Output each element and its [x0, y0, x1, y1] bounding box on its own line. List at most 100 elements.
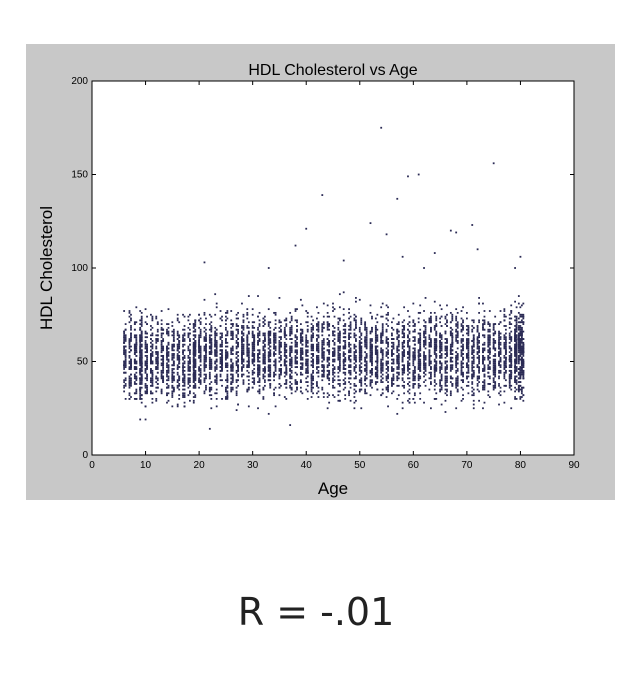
data-point [242, 340, 245, 342]
data-point [401, 368, 404, 370]
data-point [189, 362, 191, 365]
data-point [326, 377, 329, 380]
data-point [322, 323, 325, 325]
data-point [364, 325, 367, 327]
data-point [267, 343, 270, 346]
data-point [413, 401, 416, 404]
data-point [224, 341, 227, 344]
data-point [289, 326, 292, 329]
data-point [231, 381, 234, 383]
data-point [289, 332, 292, 335]
data-point [144, 343, 147, 346]
data-point [387, 345, 389, 348]
data-point [257, 315, 259, 318]
data-point [355, 334, 357, 337]
data-point [192, 399, 195, 402]
data-point [189, 338, 191, 340]
data-point [278, 319, 281, 322]
data-point [365, 341, 368, 344]
data-point [130, 317, 132, 320]
data-point [187, 334, 190, 337]
data-point [182, 358, 184, 361]
data-point [456, 388, 459, 391]
data-point [278, 297, 281, 299]
data-point [299, 366, 302, 369]
data-point [365, 326, 368, 329]
data-point [348, 392, 350, 395]
data-point [407, 334, 409, 337]
data-point [139, 371, 142, 374]
data-point [210, 358, 213, 361]
data-point [189, 384, 191, 387]
data-point [178, 388, 181, 391]
data-point [419, 353, 422, 355]
data-point [419, 354, 422, 357]
data-point [355, 300, 357, 303]
data-point [151, 379, 154, 382]
data-point [172, 330, 175, 333]
data-point [162, 375, 165, 378]
data-point [156, 330, 159, 333]
data-point [371, 353, 373, 355]
data-point [401, 401, 404, 404]
data-point [433, 369, 436, 372]
data-point [178, 379, 181, 382]
data-point [381, 351, 384, 354]
data-point [371, 349, 373, 352]
data-point [451, 368, 454, 370]
data-point [439, 369, 442, 372]
data-point [151, 351, 154, 354]
data-point [446, 375, 448, 378]
data-point [337, 356, 340, 359]
data-point [355, 366, 357, 369]
data-point [417, 364, 420, 367]
data-point [360, 351, 363, 354]
data-point [290, 351, 293, 354]
data-point [401, 345, 404, 348]
data-point [444, 384, 447, 387]
data-point [140, 343, 143, 346]
data-point [215, 347, 218, 350]
data-point [417, 354, 420, 357]
data-point [219, 349, 222, 352]
data-point [428, 343, 431, 346]
data-point [167, 341, 170, 344]
data-point [162, 356, 165, 359]
data-point [274, 349, 277, 352]
data-point [397, 354, 400, 357]
data-point [435, 353, 438, 355]
data-point [444, 388, 447, 391]
data-point [387, 351, 389, 354]
data-point [423, 351, 425, 354]
data-point [455, 386, 458, 389]
data-point [449, 375, 452, 378]
data-point [178, 341, 181, 344]
data-point [156, 386, 159, 389]
data-point [385, 375, 388, 378]
data-point [241, 326, 243, 329]
data-point [251, 373, 254, 376]
data-point [387, 356, 389, 359]
data-point [226, 394, 229, 397]
data-point [338, 369, 341, 372]
data-point [440, 386, 443, 389]
data-point [135, 336, 138, 339]
data-point [208, 362, 211, 365]
data-point [444, 368, 447, 370]
data-point [294, 371, 297, 374]
data-point [251, 341, 254, 344]
data-point [396, 384, 399, 387]
data-point [299, 347, 302, 350]
data-point [413, 354, 416, 357]
data-point [387, 313, 389, 316]
data-point [380, 341, 383, 344]
data-point [408, 325, 411, 327]
data-point [162, 368, 165, 370]
data-point [210, 364, 213, 367]
data-point [333, 349, 336, 352]
data-point [156, 360, 159, 363]
data-point [205, 340, 207, 342]
data-point [167, 386, 170, 389]
data-point [374, 345, 377, 348]
data-point [263, 354, 266, 357]
